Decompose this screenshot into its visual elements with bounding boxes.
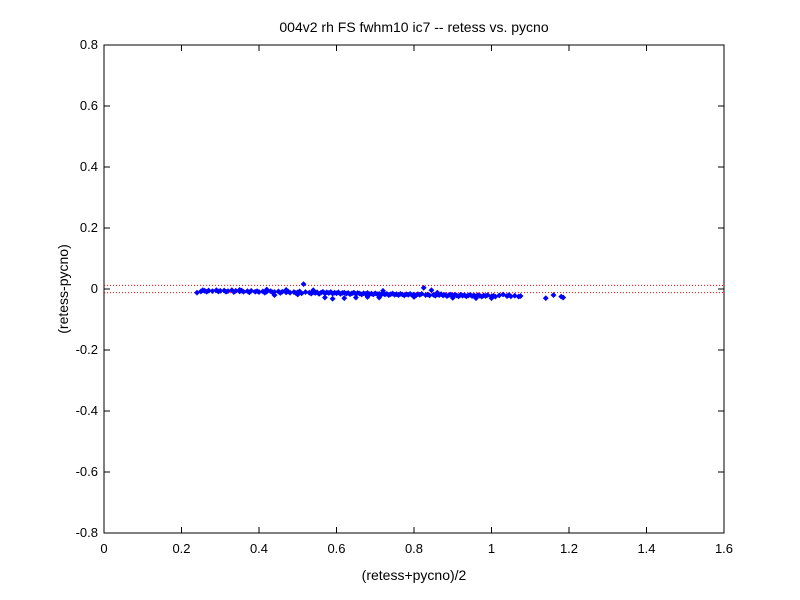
y-axis-ticks: -0.8 -0.6 -0.4 -0.2 0 0.2 0.4 0.6 0.8 bbox=[76, 37, 724, 540]
x-tick-label: 0 bbox=[100, 541, 107, 556]
chart-title: 004v2 rh FS fwhm10 ic7 -- retess vs. pyc… bbox=[279, 19, 548, 35]
data-point bbox=[310, 287, 317, 294]
data-point bbox=[488, 295, 495, 302]
data-point bbox=[329, 295, 336, 302]
data-point bbox=[411, 294, 417, 300]
x-tick-label: 0.8 bbox=[405, 541, 423, 556]
data-point bbox=[542, 295, 549, 302]
x-tick-label: 0.4 bbox=[250, 541, 268, 556]
x-tick-label: 0.6 bbox=[327, 541, 345, 556]
data-point bbox=[263, 286, 270, 293]
y-tick-label: -0.4 bbox=[76, 403, 98, 418]
data-point bbox=[560, 294, 567, 301]
data-point bbox=[428, 287, 435, 294]
data-point bbox=[420, 284, 427, 291]
y-tick-label: 0.4 bbox=[80, 159, 98, 174]
data-point bbox=[294, 291, 301, 298]
x-tick-label: 1 bbox=[488, 541, 495, 556]
data-point bbox=[236, 286, 243, 293]
data-point bbox=[321, 294, 328, 301]
plot-area: 0 0.2 0.4 0.6 0.8 1 1.2 1.4 1.6 -0.8 -0.6 -0.4 -0.2… bbox=[76, 37, 733, 556]
data-point bbox=[449, 294, 456, 301]
x-tick-label: 0.2 bbox=[172, 541, 190, 556]
data-point bbox=[271, 292, 278, 299]
data-points bbox=[194, 281, 567, 302]
x-tick-label: 1.4 bbox=[637, 541, 655, 556]
y-tick-label: -0.6 bbox=[76, 464, 98, 479]
y-tick-label: 0.6 bbox=[80, 98, 98, 113]
data-point bbox=[473, 295, 479, 302]
y-tick-label: -0.8 bbox=[76, 525, 98, 540]
data-point bbox=[364, 294, 371, 300]
data-point bbox=[550, 292, 557, 299]
x-tick-label: 1.6 bbox=[715, 541, 733, 556]
data-point bbox=[434, 289, 441, 296]
data-point bbox=[352, 294, 359, 301]
data-point bbox=[341, 295, 348, 302]
data-point bbox=[283, 286, 290, 293]
axes-box bbox=[103, 44, 725, 534]
y-tick-label: -0.2 bbox=[76, 342, 98, 357]
y-tick-label: 0 bbox=[91, 281, 98, 296]
x-axis-ticks: 0 0.2 0.4 0.6 0.8 1 1.2 1.4 1.6 bbox=[100, 45, 733, 556]
data-point bbox=[300, 281, 307, 288]
data-point bbox=[376, 294, 383, 301]
x-axis-label: (retess+pycno)/2 bbox=[362, 567, 467, 583]
data-point bbox=[517, 293, 524, 299]
y-tick-label: 0.8 bbox=[80, 37, 98, 52]
y-axis-label: (retess-pycno) bbox=[55, 244, 71, 333]
data-point bbox=[380, 287, 386, 294]
x-tick-label: 1.2 bbox=[560, 541, 578, 556]
y-tick-label: 0.2 bbox=[80, 220, 98, 235]
